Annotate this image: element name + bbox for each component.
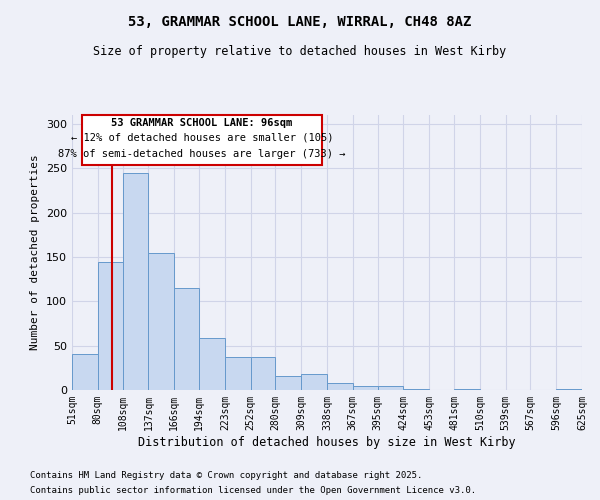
Bar xyxy=(556,389,582,390)
FancyBboxPatch shape xyxy=(82,115,322,164)
Bar xyxy=(403,389,429,390)
Bar xyxy=(275,376,301,390)
Bar xyxy=(174,288,199,390)
Bar xyxy=(122,172,148,390)
Bar xyxy=(377,386,403,390)
Text: 53, GRAMMAR SCHOOL LANE, WIRRAL, CH48 8AZ: 53, GRAMMAR SCHOOL LANE, WIRRAL, CH48 8A… xyxy=(128,15,472,29)
Text: Contains HM Land Registry data © Crown copyright and database right 2025.: Contains HM Land Registry data © Crown c… xyxy=(30,471,422,480)
Y-axis label: Number of detached properties: Number of detached properties xyxy=(31,154,40,350)
X-axis label: Distribution of detached houses by size in West Kirby: Distribution of detached houses by size … xyxy=(138,436,516,448)
Text: ← 12% of detached houses are smaller (105): ← 12% of detached houses are smaller (10… xyxy=(71,133,334,143)
Text: 53 GRAMMAR SCHOOL LANE: 96sqm: 53 GRAMMAR SCHOOL LANE: 96sqm xyxy=(112,118,293,128)
Bar xyxy=(148,252,174,390)
Text: Contains public sector information licensed under the Open Government Licence v3: Contains public sector information licen… xyxy=(30,486,476,495)
Bar xyxy=(454,389,480,390)
Bar xyxy=(251,357,275,390)
Bar xyxy=(199,338,225,390)
Bar xyxy=(353,386,377,390)
Bar xyxy=(98,262,122,390)
Text: Size of property relative to detached houses in West Kirby: Size of property relative to detached ho… xyxy=(94,45,506,58)
Bar xyxy=(72,354,98,390)
Bar xyxy=(327,383,353,390)
Bar xyxy=(225,357,251,390)
Bar xyxy=(301,374,327,390)
Text: 87% of semi-detached houses are larger (733) →: 87% of semi-detached houses are larger (… xyxy=(58,150,346,160)
